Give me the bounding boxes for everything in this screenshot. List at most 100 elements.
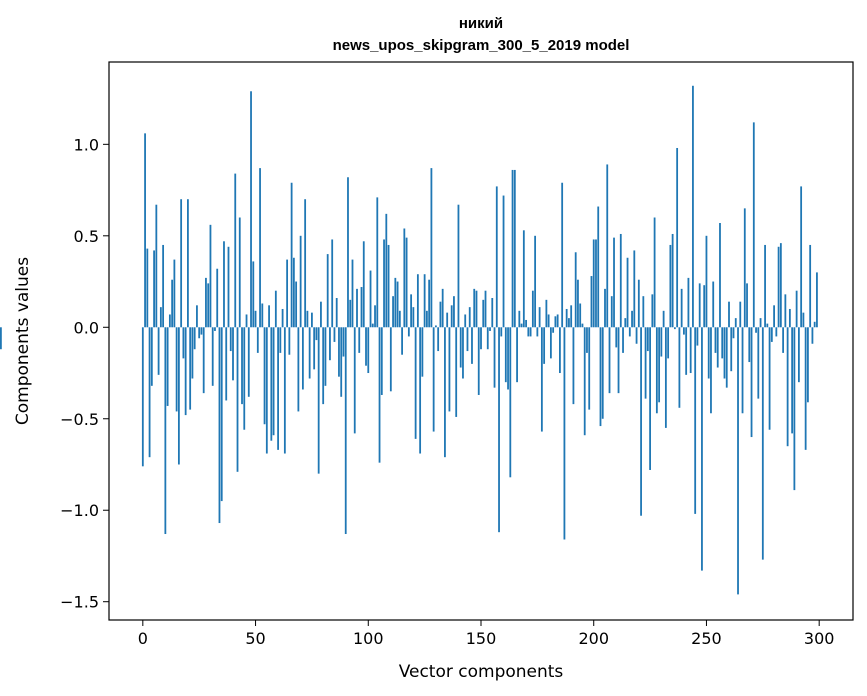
bar-110 xyxy=(389,327,392,392)
bar-111 xyxy=(392,296,394,328)
bar-201 xyxy=(595,239,597,328)
bar-22 xyxy=(191,327,194,379)
bar-191 xyxy=(572,327,575,405)
bar-129 xyxy=(432,327,435,432)
bar-116 xyxy=(403,228,406,328)
bar-165 xyxy=(513,169,516,328)
bar-264 xyxy=(737,327,739,595)
bar-265 xyxy=(739,301,742,328)
bar-222 xyxy=(642,296,645,328)
bar-68 xyxy=(295,281,298,328)
bar-158 xyxy=(498,327,500,533)
bar-70 xyxy=(299,235,302,328)
bar-161 xyxy=(504,327,507,383)
bar-99 xyxy=(365,327,367,366)
bar-103 xyxy=(374,305,376,328)
bar-189 xyxy=(568,318,570,328)
bars-group xyxy=(0,85,818,595)
bar-172 xyxy=(529,327,532,337)
bar-87 xyxy=(338,327,340,377)
bar-52 xyxy=(259,168,261,328)
bar-105 xyxy=(378,327,381,463)
bar-170 xyxy=(525,319,527,328)
bar-188 xyxy=(565,308,568,328)
bar-298 xyxy=(813,321,816,328)
bar-8 xyxy=(159,307,162,328)
bar-95 xyxy=(356,288,358,328)
bar-289 xyxy=(793,327,796,491)
bar-118 xyxy=(407,327,410,337)
bar-44 xyxy=(241,327,243,405)
bar-undefined xyxy=(0,327,2,350)
bar-257 xyxy=(721,327,724,359)
bar-297 xyxy=(811,327,814,344)
bar-194 xyxy=(579,303,582,328)
bar-114 xyxy=(398,310,401,328)
bar-65 xyxy=(288,327,291,355)
bar-209 xyxy=(613,237,615,328)
bar-271 xyxy=(752,122,755,328)
y-tick-label: 1.0 xyxy=(74,135,99,154)
bar-168 xyxy=(520,323,523,328)
bar-262 xyxy=(732,327,735,339)
bar-272 xyxy=(755,327,757,333)
bar-42 xyxy=(236,327,239,472)
bar-243 xyxy=(689,327,692,374)
bar-12 xyxy=(168,314,171,328)
bar-10 xyxy=(164,327,167,535)
bar-221 xyxy=(640,327,642,516)
bar-126 xyxy=(425,310,428,328)
bar-112 xyxy=(394,277,397,328)
bar-120 xyxy=(412,307,415,328)
x-tick-label: 100 xyxy=(353,629,384,648)
bar-291 xyxy=(797,327,800,383)
bar-274 xyxy=(759,318,762,328)
bar-32 xyxy=(214,327,216,331)
bar-147 xyxy=(473,288,476,328)
bar-296 xyxy=(809,244,812,328)
bar-133 xyxy=(441,288,444,328)
bar-252 xyxy=(710,327,712,414)
bar-259 xyxy=(725,327,728,388)
bar-263 xyxy=(734,318,737,328)
bar-244 xyxy=(692,85,694,328)
bar-195 xyxy=(581,323,584,328)
bar-145 xyxy=(468,307,471,328)
bar-62 xyxy=(281,308,284,328)
bar-134 xyxy=(444,327,446,458)
bar-91 xyxy=(347,177,349,328)
bar-159 xyxy=(500,327,503,337)
bar-37 xyxy=(225,327,228,401)
bar-17 xyxy=(180,199,183,328)
bar-253 xyxy=(712,281,715,328)
bar-30 xyxy=(209,224,212,328)
bar-208 xyxy=(610,296,613,328)
bar-155 xyxy=(491,298,494,328)
bar-101 xyxy=(369,270,372,328)
bar-1 xyxy=(144,133,146,328)
bar-290 xyxy=(795,290,798,328)
bar-179 xyxy=(545,299,548,328)
bar-258 xyxy=(723,327,726,379)
bar-283 xyxy=(779,243,782,328)
bar-47 xyxy=(247,327,250,397)
x-tick-label: 200 xyxy=(578,629,609,648)
bar-14 xyxy=(173,259,176,328)
bar-192 xyxy=(574,252,577,328)
bar-31 xyxy=(211,327,214,386)
bar-164 xyxy=(511,169,514,328)
bar-204 xyxy=(601,327,604,419)
bar-26 xyxy=(200,327,203,335)
x-tick-label: 50 xyxy=(245,629,265,648)
bar-219 xyxy=(635,327,638,344)
bar-51 xyxy=(256,327,259,353)
bar-93 xyxy=(351,259,354,328)
bar-213 xyxy=(622,327,624,353)
bar-267 xyxy=(743,208,746,328)
bar-69 xyxy=(297,327,300,412)
bar-245 xyxy=(694,327,697,514)
bar-48 xyxy=(250,91,252,328)
x-tick-label: 0 xyxy=(138,629,148,648)
bar-193 xyxy=(577,279,579,328)
